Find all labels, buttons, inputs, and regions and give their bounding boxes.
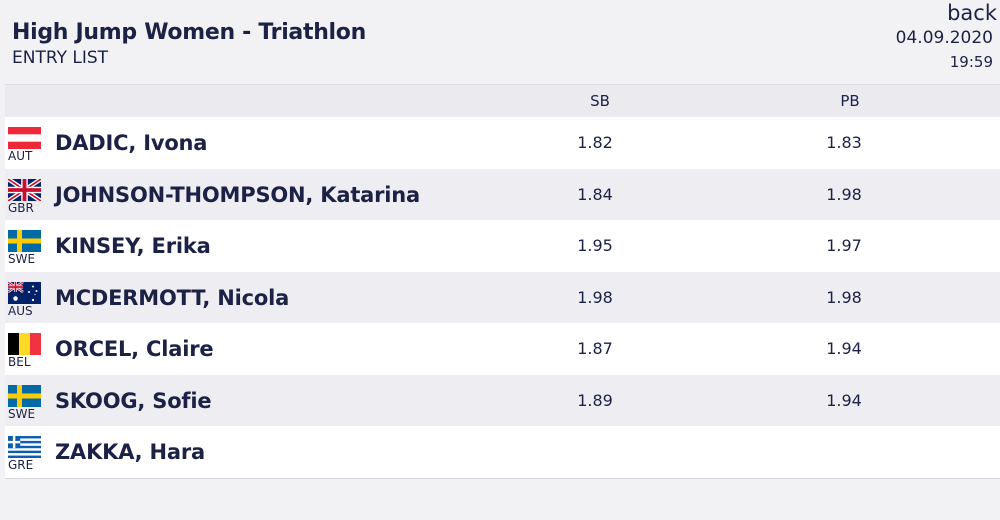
table-row[interactable]: GBR JOHNSON-THOMPSON, Katarina 1.84 1.98	[5, 168, 1000, 220]
table-header: SB PB	[5, 84, 1000, 117]
sb-value: 1.87	[577, 339, 613, 358]
country-code: AUT	[8, 149, 33, 163]
swe-flag-icon	[8, 230, 41, 252]
page-subtitle: ENTRY LIST	[12, 48, 109, 68]
athlete-name[interactable]: KINSEY, Erika	[55, 234, 211, 258]
table-row[interactable]: SWE SKOOG, Sofie 1.89 1.94	[5, 374, 1000, 426]
back-link[interactable]: back	[947, 1, 997, 25]
entry-list-table: SB PB AUT DADIC, Ivona 1.82 1.83 GBR JOH…	[5, 84, 1000, 479]
sb-value: 1.82	[577, 133, 613, 152]
pb-value: 1.98	[826, 184, 862, 204]
page-header: High Jump Women - Triathlon ENTRY LIST b…	[0, 0, 1000, 84]
country-code: SWE	[8, 252, 36, 266]
country-code: SWE	[8, 406, 36, 421]
country-code: BEL	[8, 355, 31, 369]
athlete-name[interactable]: ORCEL, Claire	[55, 337, 214, 361]
gre-flag-icon	[8, 436, 41, 458]
country-code: AUS	[8, 303, 33, 318]
country-code: GRE	[8, 458, 34, 472]
athlete-name[interactable]: ZAKKA, Hara	[55, 440, 206, 464]
sb-value: 1.95	[577, 236, 613, 255]
table-row[interactable]: AUS MCDERMOTT, Nicola 1.98 1.98	[5, 271, 1000, 323]
page-title: High Jump Women - Triathlon	[12, 20, 366, 45]
table-row[interactable]: AUT DADIC, Ivona 1.82 1.83	[5, 117, 1000, 169]
table-row[interactable]: BEL ORCEL, Claire 1.87 1.94	[5, 323, 1000, 375]
gbr-flag-icon	[8, 178, 41, 201]
athlete-name[interactable]: SKOOG, Sofie	[55, 388, 212, 413]
pb-value: 1.94	[826, 390, 862, 410]
table-row[interactable]: SWE KINSEY, Erika 1.95 1.97	[5, 220, 1000, 272]
athlete-name[interactable]: MCDERMOTT, Nicola	[55, 285, 290, 310]
event-date: 04.09.2020	[895, 28, 993, 48]
pb-value: 1.94	[826, 339, 862, 358]
sb-value: 1.84	[577, 184, 613, 204]
event-time: 19:59	[949, 53, 993, 71]
pb-value: 1.97	[826, 236, 862, 255]
sb-value: 1.89	[577, 390, 613, 410]
pb-value: 1.98	[826, 287, 862, 307]
aus-flag-icon	[8, 281, 41, 304]
country-code: GBR	[8, 200, 34, 215]
sb-value: 1.98	[577, 287, 613, 307]
swe-flag-icon	[8, 384, 41, 407]
table-row[interactable]: GRE ZAKKA, Hara	[5, 426, 1000, 478]
column-header-pb[interactable]: PB	[840, 92, 860, 110]
column-header-sb[interactable]: SB	[590, 92, 610, 110]
athlete-name[interactable]: JOHNSON-THOMPSON, Katarina	[55, 182, 421, 207]
aut-flag-icon	[8, 127, 41, 149]
bel-flag-icon	[8, 333, 41, 355]
athlete-name[interactable]: DADIC, Ivona	[55, 131, 208, 155]
pb-value: 1.83	[826, 133, 862, 152]
